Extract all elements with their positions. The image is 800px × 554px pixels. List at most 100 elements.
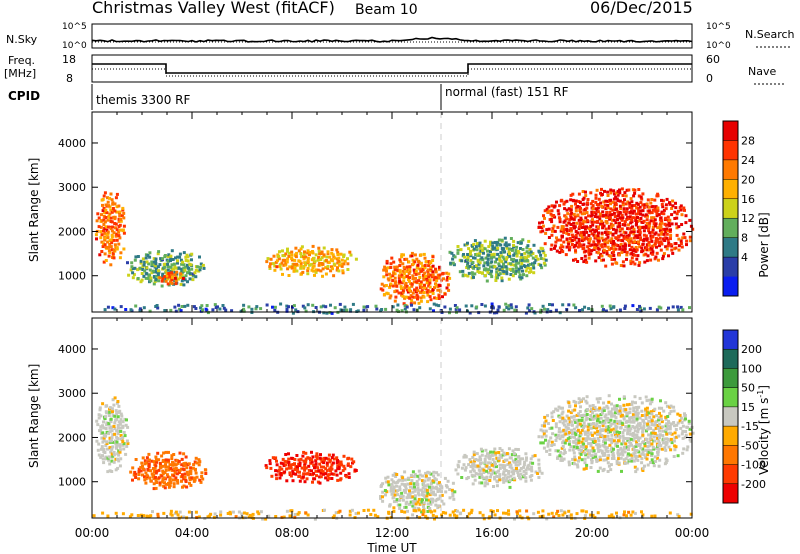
data-cell: [408, 493, 412, 497]
data-cell: [596, 458, 600, 462]
data-cell: [567, 442, 571, 446]
data-cell: [132, 473, 136, 477]
data-cell: [567, 232, 571, 236]
data-cell: [212, 515, 216, 519]
data-cell: [222, 306, 226, 310]
data-cell: [190, 252, 194, 256]
data-cell: [151, 475, 155, 479]
data-cell: [483, 261, 487, 265]
data-cell: [518, 457, 522, 461]
data-cell: [141, 464, 144, 468]
data-cell: [403, 304, 407, 307]
data-cell: [407, 476, 410, 480]
data-cell: [448, 513, 452, 517]
data-cell: [155, 270, 159, 274]
data-cell: [119, 426, 123, 430]
data-cell: [632, 232, 636, 236]
data-cell: [634, 246, 638, 249]
data-cell: [124, 423, 128, 427]
data-cell: [637, 427, 640, 431]
data-cell: [346, 257, 349, 261]
data-cell: [541, 220, 544, 224]
data-cell: [310, 268, 314, 272]
data-cell: [277, 254, 281, 258]
data-cell: [322, 456, 326, 460]
data-cell: [579, 206, 582, 210]
data-cell: [166, 259, 170, 263]
data-cell: [408, 269, 412, 273]
data-cell: [597, 203, 601, 206]
data-cell: [339, 460, 343, 464]
data-cell: [503, 467, 507, 471]
data-cell: [580, 440, 584, 444]
data-cell: [405, 500, 409, 504]
data-cell: [654, 231, 658, 235]
data-cell: [477, 266, 481, 270]
data-cell: [402, 253, 405, 257]
data-cell: [635, 424, 639, 428]
data-cell: [576, 423, 580, 427]
data-cell: [644, 224, 648, 228]
data-cell: [556, 434, 560, 437]
data-cell: [113, 209, 117, 213]
data-cell: [578, 225, 581, 229]
data-cell: [420, 269, 424, 273]
data-cell: [100, 250, 104, 253]
data-cell: [554, 433, 558, 437]
data-cell: [624, 243, 627, 247]
data-cell: [638, 245, 642, 249]
data-cell: [547, 227, 551, 231]
data-cell: [609, 418, 613, 422]
data-cell: [133, 266, 137, 270]
data-cell: [425, 498, 428, 502]
data-cell: [182, 515, 186, 519]
data-cell: [584, 258, 588, 262]
data-cell: [659, 248, 663, 252]
data-cell: [619, 242, 623, 246]
data-cell: [142, 467, 145, 471]
data-cell: [473, 464, 477, 468]
data-cell: [608, 430, 612, 434]
data-cell: [298, 474, 302, 478]
data-cell: [269, 262, 272, 266]
data-cell: [593, 515, 597, 519]
data-cell: [183, 304, 187, 308]
data-cell: [423, 271, 427, 275]
data-cell: [683, 414, 687, 417]
data-cell: [579, 398, 583, 402]
data-cell: [224, 308, 228, 312]
data-cell: [572, 418, 576, 422]
data-cell: [656, 443, 660, 447]
data-cell: [316, 480, 320, 484]
data-cell: [626, 227, 630, 231]
data-cell: [277, 257, 281, 261]
data-cell: [482, 468, 486, 472]
data-cell: [665, 236, 669, 240]
data-cell: [557, 212, 561, 216]
data-cell: [348, 250, 352, 254]
data-cell: [139, 259, 143, 263]
data-cell: [623, 250, 627, 254]
data-cell: [278, 465, 282, 469]
data-cell: [343, 467, 347, 471]
data-cell: [483, 239, 487, 243]
data-cell: [485, 279, 489, 283]
data-cell: [411, 258, 415, 262]
data-cell: [324, 456, 328, 460]
data-cell: [542, 261, 546, 265]
data-cell: [564, 429, 568, 433]
data-cell: [128, 515, 132, 519]
data-cell: [475, 248, 479, 252]
data-cell: [115, 192, 119, 196]
data-cell: [436, 273, 440, 277]
data-cell: [186, 259, 190, 263]
data-cell: [672, 405, 676, 409]
data-cell: [663, 222, 667, 226]
data-cell: [612, 457, 616, 460]
data-cell: [99, 428, 103, 432]
data-cell: [381, 495, 384, 499]
data-cell: [585, 260, 589, 264]
data-cell: [567, 432, 571, 436]
data-cell: [577, 192, 581, 196]
data-cell: [647, 240, 651, 244]
